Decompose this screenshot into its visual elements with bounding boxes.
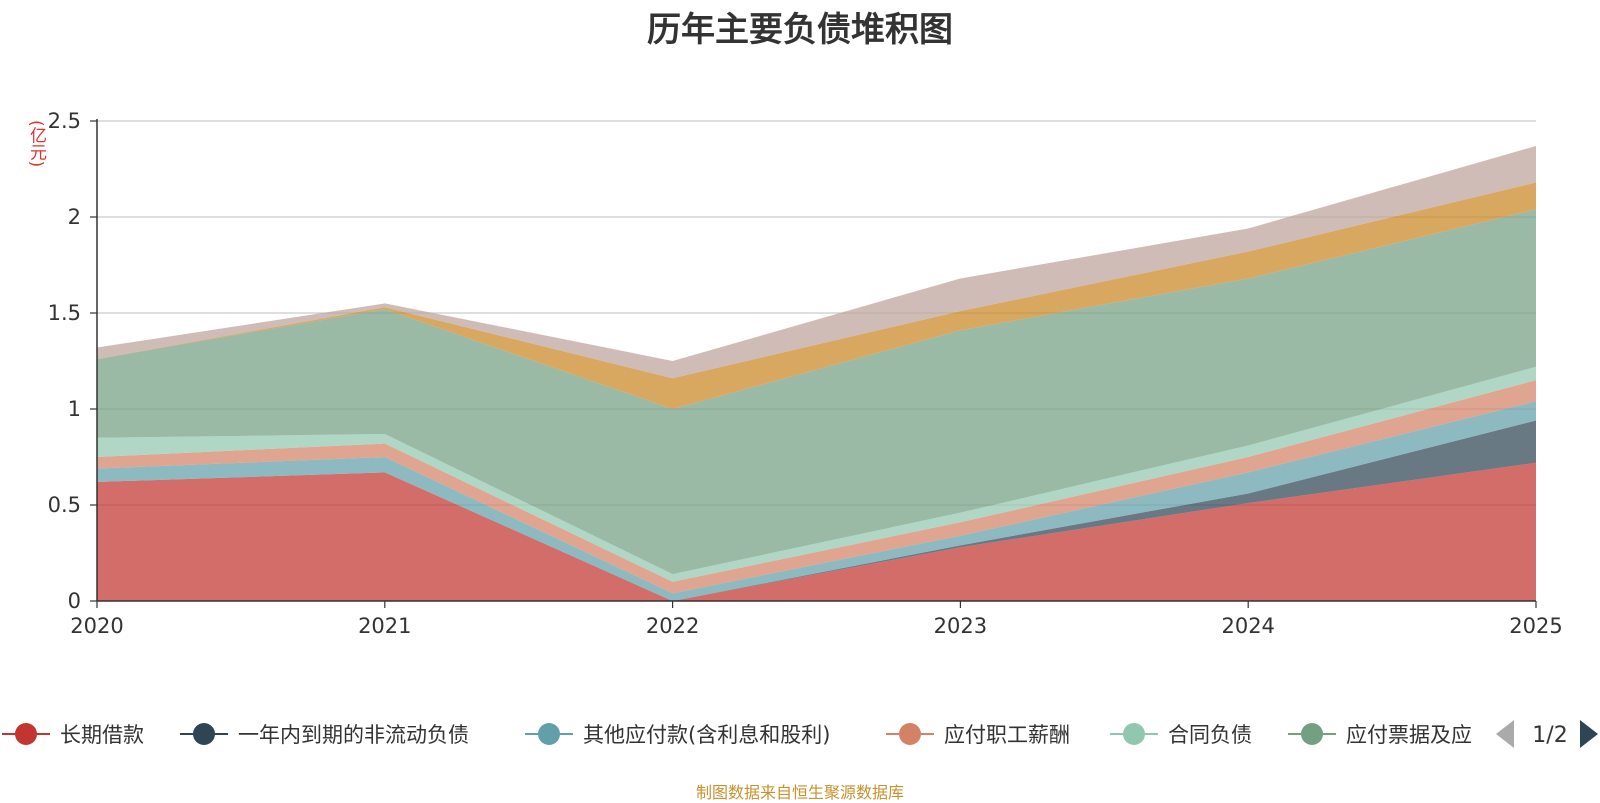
legend-page-indicator: 1/2 — [1532, 723, 1567, 748]
legend-item[interactable]: 长期借款 — [2, 723, 144, 747]
y-tick-label: 1.5 — [48, 301, 81, 325]
legend-label: 其他应付款(含利息和股利) — [583, 723, 830, 747]
x-tick-label: 2024 — [1221, 614, 1274, 638]
legend-marker — [1123, 723, 1145, 745]
legend-label: 长期借款 — [60, 723, 144, 747]
x-tick-label: 2023 — [934, 614, 987, 638]
legend-marker — [193, 723, 215, 745]
legend-item[interactable]: 其他应付款(含利息和股利) — [525, 723, 830, 747]
y-tick-label: 2 — [68, 205, 81, 229]
legend-next-page-icon[interactable] — [1580, 720, 1598, 748]
area-series-7 — [97, 182, 1536, 409]
area-series-1 — [97, 462, 1536, 601]
axes: 0 0.5 1 1.5 2 2.5 2020 2021 2022 2023 2024 2025 — [48, 109, 1563, 638]
y-tick-label: 0 — [68, 589, 81, 613]
y-tick-label: 2.5 — [48, 109, 81, 133]
legend-label: 应付职工薪酬 — [944, 723, 1070, 747]
y-tick-label: 1 — [68, 397, 81, 421]
y-axis-unit-label: (亿元) — [26, 120, 46, 168]
legend-item[interactable]: 应付职工薪酬 — [886, 723, 1070, 747]
y-tick-label: 0.5 — [48, 493, 81, 517]
legend-marker — [538, 723, 560, 745]
legend-label: 合同负债 — [1168, 723, 1252, 747]
x-tick-label: 2022 — [646, 614, 699, 638]
legend-marker — [15, 723, 37, 745]
source-note: 制图数据来自恒生聚源数据库 — [695, 783, 904, 802]
legend-item[interactable]: 一年内到期的非流动负债 — [180, 723, 469, 747]
legend-prev-page-icon[interactable] — [1496, 720, 1514, 748]
legend-marker — [899, 723, 921, 745]
x-tick-label: 2025 — [1509, 614, 1562, 638]
legend-label: 一年内到期的非流动负债 — [238, 723, 469, 747]
chart-title: 历年主要负债堆积图 — [647, 10, 953, 50]
legend-item[interactable]: 合同负债 — [1110, 723, 1252, 747]
x-tick-label: 2020 — [70, 614, 123, 638]
area-series — [97, 145, 1536, 601]
legend-marker — [1301, 723, 1323, 745]
area-series-8 — [97, 145, 1536, 379]
x-tick-label: 2021 — [358, 614, 411, 638]
legend: 长期借款 一年内到期的非流动负债 其他应付款(含利息和股利) 应付职工薪酬 合同负债 应付… — [2, 720, 1598, 748]
legend-label: 应付票据及应 — [1346, 723, 1472, 747]
legend-item[interactable]: 应付票据及应 — [1288, 723, 1472, 747]
area-series-6 — [97, 209, 1536, 575]
